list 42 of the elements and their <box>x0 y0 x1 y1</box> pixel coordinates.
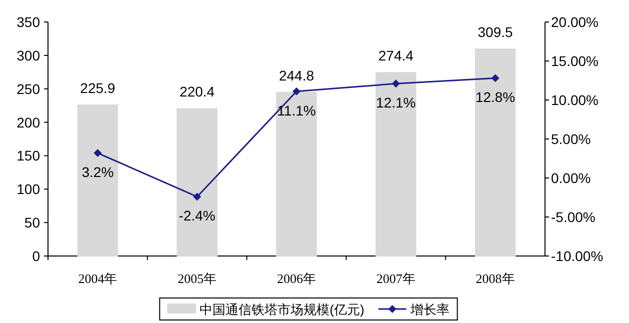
point <box>392 80 400 88</box>
point <box>491 74 500 82</box>
bar <box>474 48 516 256</box>
data-label: 220.4 <box>180 84 215 100</box>
bar <box>176 108 218 256</box>
bar <box>77 104 118 256</box>
y-tick-label: 150 <box>16 148 40 164</box>
y2-tick-label: -10.00% <box>551 248 604 264</box>
bar <box>376 72 416 256</box>
data-label: 274.4 <box>378 48 414 64</box>
data-label: 12.1% <box>376 94 416 111</box>
data-label: -2.4% <box>178 208 216 224</box>
x-tick-label: 2005年 <box>178 271 217 286</box>
y-tick-label: 250 <box>16 80 40 97</box>
y-tick-label: 350 <box>16 14 40 30</box>
y2-tick-label: 15.00% <box>551 53 598 69</box>
x-tick-label: 2007年 <box>376 271 416 286</box>
x-tick-label: 2006年 <box>277 271 316 286</box>
data-label: 225.9 <box>80 80 116 96</box>
point <box>292 87 300 96</box>
data-label: 309.5 <box>478 24 514 40</box>
y-tick-label: 0 <box>32 248 40 264</box>
y-tick-label: 100 <box>16 181 40 198</box>
data-label: 12.8% <box>475 89 516 106</box>
y2-tick-label: 10.00% <box>551 92 598 108</box>
y2-tick-label: 0.00% <box>551 170 591 186</box>
y-tick-label: 50 <box>24 214 40 231</box>
x-tick-label: 2008年 <box>476 271 515 286</box>
data-label: 11.1% <box>277 102 316 118</box>
bar <box>276 92 317 256</box>
data-label: 244.8 <box>278 67 314 84</box>
y2-tick-label: 5.00% <box>551 131 591 147</box>
y-tick-label: 200 <box>16 114 40 130</box>
y2-tick-label: 20.00% <box>551 14 598 30</box>
y2-tick-label: -5.00% <box>551 209 596 225</box>
x-tick-label: 2004年 <box>78 271 118 286</box>
legend-label: 增长率 <box>409 302 450 317</box>
legend-label: 中国通信铁塔市场规模(亿元) <box>200 302 364 317</box>
data-label: 3.2% <box>82 164 114 180</box>
y-tick-label: 300 <box>16 47 40 64</box>
point <box>193 192 202 201</box>
point <box>94 149 102 158</box>
